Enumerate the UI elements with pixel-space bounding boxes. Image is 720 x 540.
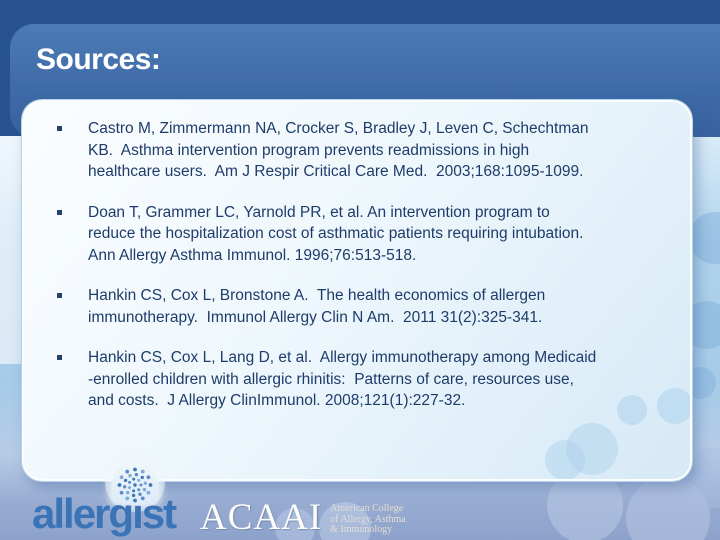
content-box: Castro M, Zimmermann NA, Crocker S, Brad…: [22, 100, 692, 481]
citation-item: Castro M, Zimmermann NA, Crocker S, Brad…: [57, 118, 660, 183]
citation-text: Hankin CS, Cox L, Bronstone A. The healt…: [88, 287, 546, 326]
citation-text: Doan T, Grammer LC, Yarnold PR, et al. A…: [88, 203, 584, 264]
acaai-acronym: ACAAI: [200, 497, 323, 538]
wordmark-dotless-i: ı: [132, 490, 144, 537]
bullet-marker: [57, 209, 62, 215]
acaai-name-line: American College: [330, 503, 404, 514]
slide-title: Sources:: [36, 43, 161, 76]
bokeh-circle: [545, 440, 585, 479]
wordmark-text: allerg: [32, 490, 134, 537]
citation-text: Castro M, Zimmermann NA, Crocker S, Brad…: [88, 120, 589, 180]
bullet-marker: [57, 293, 62, 298]
allergist-wordmark: allergıst: [32, 490, 177, 537]
starburst-icon: [117, 467, 153, 503]
acaai-logo: ACAAI American College of Allergy, Asthm…: [200, 497, 406, 538]
bullet-marker: [57, 126, 62, 131]
wordmark-text: st: [141, 490, 177, 537]
citation-item: Hankin CS, Cox L, Lang D, et al. Allergy…: [57, 347, 660, 412]
citation-item: Hankin CS, Cox L, Bronstone A. The healt…: [57, 285, 660, 328]
bokeh-circle: [566, 423, 618, 475]
acaai-name-line: & Immunology: [330, 524, 393, 535]
bullet-marker: [57, 355, 62, 360]
citation-text: Hankin CS, Cox L, Lang D, et al. Allergy…: [88, 349, 597, 409]
acaai-full-name: American College of Allergy, Asthma & Im…: [330, 503, 406, 536]
citation-item: Doan T, Grammer LC, Yarnold PR, et al. A…: [57, 202, 660, 267]
citation-list: Castro M, Zimmermann NA, Crocker S, Brad…: [24, 102, 690, 412]
acaai-name-line: of Allergy, Asthma: [330, 513, 406, 525]
